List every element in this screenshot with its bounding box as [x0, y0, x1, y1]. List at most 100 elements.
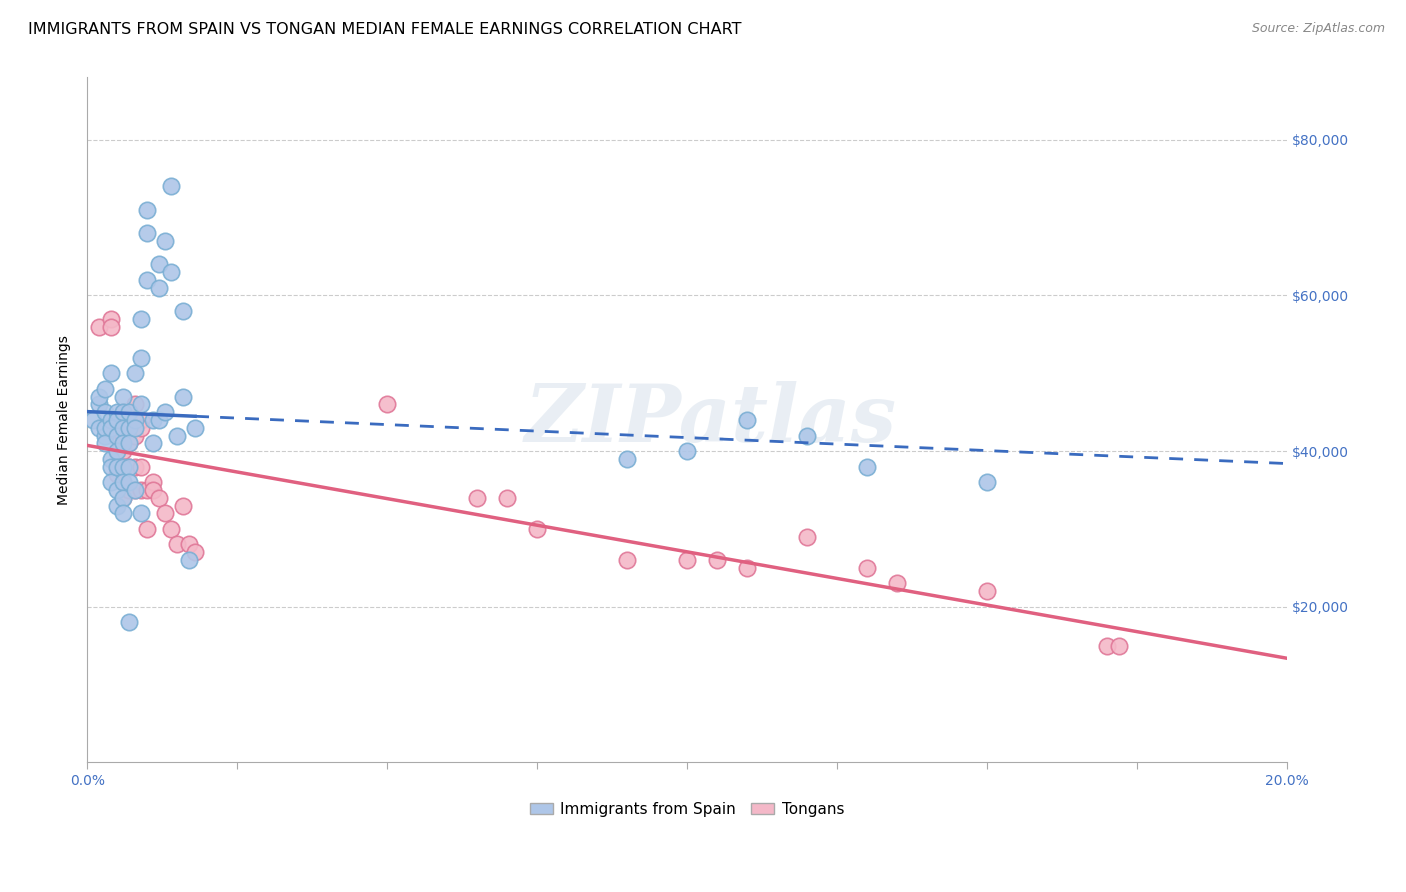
Point	[706, 553, 728, 567]
Point	[129, 351, 152, 365]
Point	[94, 421, 117, 435]
Point	[496, 491, 519, 505]
Point	[105, 483, 128, 497]
Point	[100, 475, 122, 490]
Point	[105, 459, 128, 474]
Point	[124, 366, 146, 380]
Point	[136, 202, 159, 217]
Point	[89, 397, 111, 411]
Point	[796, 428, 818, 442]
Point	[129, 506, 152, 520]
Point	[136, 522, 159, 536]
Y-axis label: Median Female Earnings: Median Female Earnings	[58, 335, 72, 505]
Point	[124, 413, 146, 427]
Point	[1108, 639, 1130, 653]
Point	[112, 444, 135, 458]
Point	[100, 413, 122, 427]
Point	[129, 459, 152, 474]
Point	[375, 397, 398, 411]
Point	[82, 413, 104, 427]
Point	[112, 475, 135, 490]
Point	[129, 421, 152, 435]
Point	[100, 451, 122, 466]
Point	[100, 311, 122, 326]
Point	[856, 459, 879, 474]
Point	[124, 483, 146, 497]
Point	[976, 475, 998, 490]
Point	[105, 413, 128, 427]
Point	[148, 491, 170, 505]
Point	[124, 459, 146, 474]
Point	[118, 405, 141, 419]
Point	[112, 506, 135, 520]
Point	[166, 428, 188, 442]
Point	[796, 530, 818, 544]
Point	[118, 475, 141, 490]
Point	[118, 436, 141, 450]
Point	[142, 483, 165, 497]
Point	[124, 413, 146, 427]
Point	[112, 390, 135, 404]
Point	[118, 483, 141, 497]
Point	[172, 499, 194, 513]
Point	[142, 475, 165, 490]
Text: ZIPatlas: ZIPatlas	[524, 381, 897, 458]
Point	[94, 428, 117, 442]
Point	[100, 319, 122, 334]
Point	[124, 421, 146, 435]
Point	[94, 405, 117, 419]
Point	[160, 265, 183, 279]
Point	[112, 405, 135, 419]
Point	[886, 576, 908, 591]
Point	[112, 436, 135, 450]
Point	[112, 491, 135, 505]
Point	[148, 257, 170, 271]
Point	[129, 483, 152, 497]
Point	[118, 459, 141, 474]
Point	[616, 553, 638, 567]
Point	[118, 436, 141, 450]
Point	[105, 499, 128, 513]
Point	[105, 444, 128, 458]
Point	[100, 413, 122, 427]
Point	[136, 226, 159, 240]
Point	[112, 421, 135, 435]
Point	[735, 413, 758, 427]
Point	[89, 319, 111, 334]
Point	[136, 273, 159, 287]
Point	[112, 491, 135, 505]
Point	[735, 561, 758, 575]
Point	[976, 584, 998, 599]
Point	[112, 405, 135, 419]
Point	[142, 413, 165, 427]
Point	[136, 483, 159, 497]
Point	[856, 561, 879, 575]
Point	[179, 537, 201, 551]
Text: IMMIGRANTS FROM SPAIN VS TONGAN MEDIAN FEMALE EARNINGS CORRELATION CHART: IMMIGRANTS FROM SPAIN VS TONGAN MEDIAN F…	[28, 22, 741, 37]
Point	[112, 459, 135, 474]
Point	[526, 522, 548, 536]
Point	[465, 491, 488, 505]
Point	[118, 421, 141, 435]
Point	[172, 304, 194, 318]
Point	[148, 280, 170, 294]
Point	[124, 397, 146, 411]
Point	[89, 390, 111, 404]
Point	[105, 459, 128, 474]
Text: Source: ZipAtlas.com: Source: ZipAtlas.com	[1251, 22, 1385, 36]
Point	[616, 451, 638, 466]
Point	[118, 421, 141, 435]
Point	[1095, 639, 1118, 653]
Point	[100, 421, 122, 435]
Point	[676, 444, 699, 458]
Point	[112, 428, 135, 442]
Point	[118, 615, 141, 630]
Point	[124, 428, 146, 442]
Point	[184, 421, 207, 435]
Point	[105, 405, 128, 419]
Point	[100, 459, 122, 474]
Point	[105, 444, 128, 458]
Point	[105, 413, 128, 427]
Point	[112, 413, 135, 427]
Point	[172, 390, 194, 404]
